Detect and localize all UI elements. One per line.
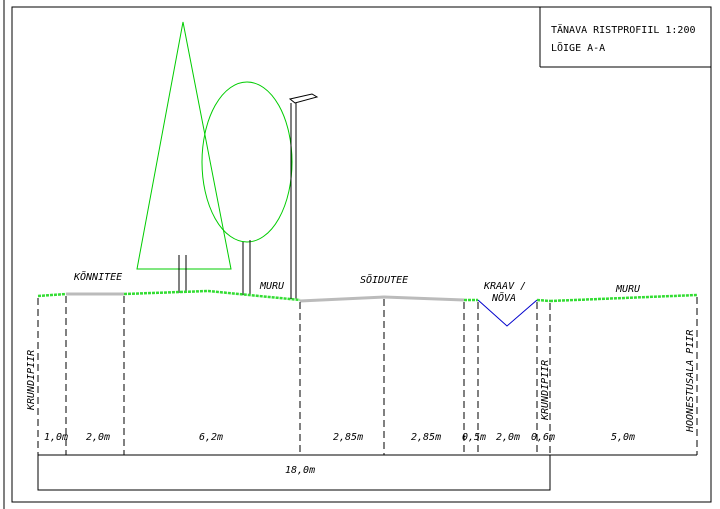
- label-soidutee: SÕIDUTEE: [360, 273, 408, 286]
- label-muru-right: MURU: [615, 284, 641, 295]
- drawing-frame: [12, 7, 711, 502]
- dim-segment: 0,5m: [462, 432, 486, 443]
- division-lines: [38, 296, 697, 455]
- dim-segment: 6,2m: [199, 432, 223, 443]
- dim-segment: 0,6m: [531, 432, 555, 443]
- dimension-lines: [38, 455, 697, 490]
- roadway: [300, 297, 464, 301]
- ground-profile: [38, 291, 697, 326]
- dim-segment: 2,0m: [86, 432, 110, 443]
- grass-right: [550, 295, 697, 301]
- label-konnitee: KÕNNITEE: [73, 270, 122, 283]
- title-line-2: LÕIGE A-A: [551, 41, 605, 54]
- label-kraav-1: KRAAV /: [483, 281, 526, 292]
- dim-total: 18,0m: [285, 465, 315, 476]
- dim-segment: 2,0m: [496, 432, 520, 443]
- label-kraav-2: NÕVA: [491, 291, 516, 304]
- label-muru-left: MURU: [259, 281, 285, 292]
- label-krundipiir-mid: KRUNDIPIIR: [540, 360, 551, 421]
- label-hoonestusala-piir: HOONESTUSALA PIIR: [685, 330, 696, 433]
- dim-segment: 1,0m: [44, 432, 68, 443]
- dim-segment: 2,85m: [411, 432, 441, 443]
- street-lamp: [290, 94, 317, 299]
- grass-left: [38, 294, 66, 296]
- label-krundipiir-left: KRUNDIPIIR: [26, 350, 37, 411]
- dim-segment: 5,0m: [611, 432, 635, 443]
- conifer-tree: [137, 22, 231, 293]
- title-block: TÄNAVA RISTPROFIIL 1:200 LÕIGE A-A: [540, 7, 711, 67]
- grass-middle: [124, 291, 300, 300]
- dim-segment: 2,85m: [333, 432, 363, 443]
- title-line-1: TÄNAVA RISTPROFIIL 1:200: [551, 23, 696, 36]
- grass-ditch-right: [537, 300, 550, 301]
